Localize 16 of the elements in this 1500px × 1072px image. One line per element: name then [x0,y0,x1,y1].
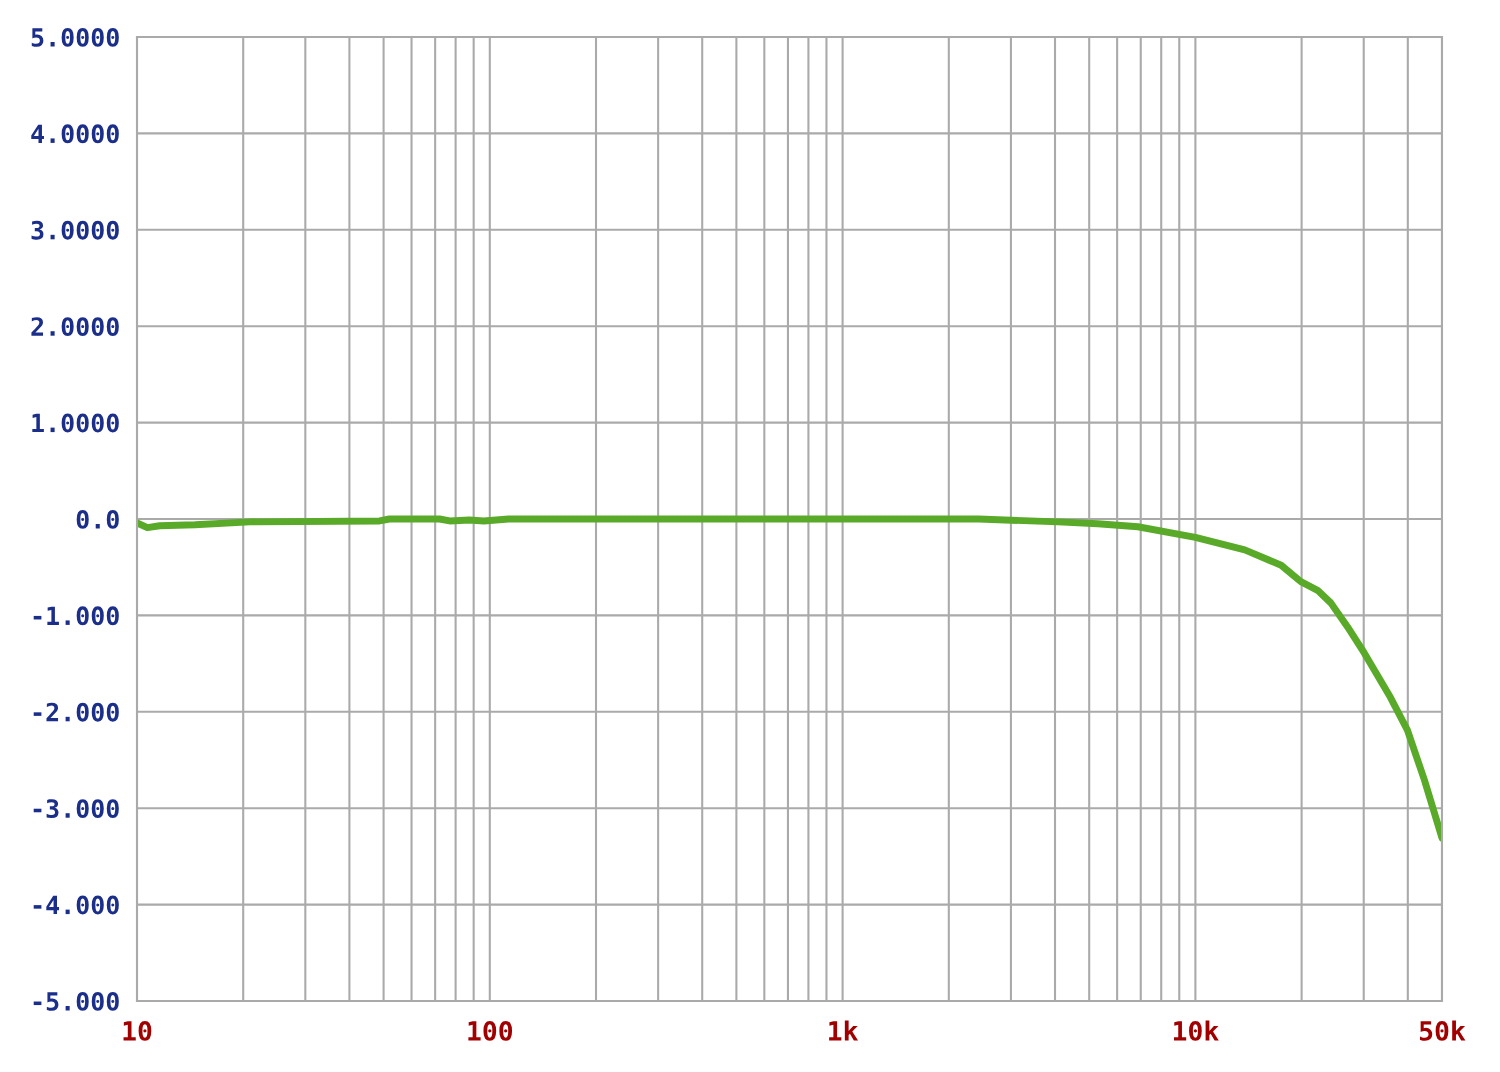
x-tick-label: 10 [123,1020,152,1041]
y-tick-label: -2.000 [33,702,119,722]
y-tick-label: -5.000 [33,991,119,1011]
x-tick-label: 50k [1420,1020,1466,1041]
y-tick-label: -3.000 [33,799,119,819]
x-tick-label: 100 [468,1020,513,1041]
x-tick-label: 10k [1174,1020,1219,1041]
y-tick-label: -1.000 [33,606,119,626]
y-tick-label: 3.0000 [31,220,119,240]
y-tick-label: 1.0000 [32,413,119,433]
y-tick-label: 2.0000 [31,317,119,337]
y-tick-label: -4.000 [33,895,119,915]
y-tick-label: 5.0000 [31,27,119,47]
x-tick-label: 1k [829,1020,859,1041]
y-tick-label: 0.0 [76,509,119,529]
y-tick-label: 4.0000 [31,124,119,144]
